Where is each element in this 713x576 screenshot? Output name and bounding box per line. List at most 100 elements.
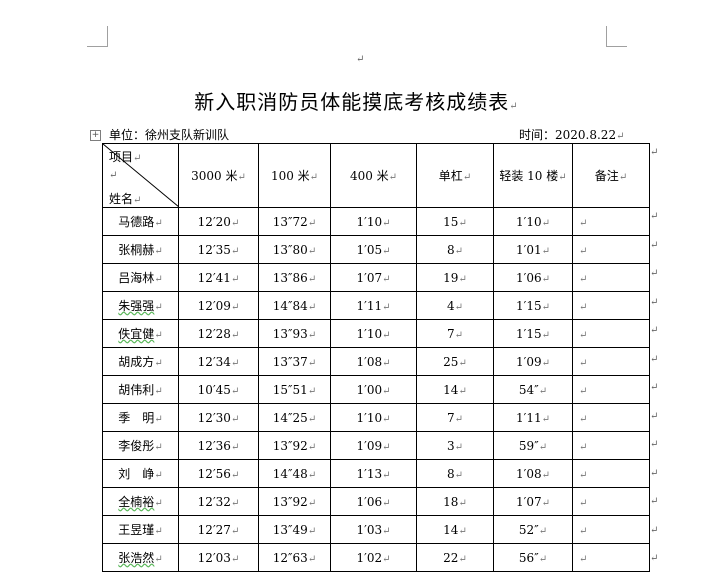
header-pullup[interactable]: 单杠↵ xyxy=(416,143,494,208)
cell-100m[interactable]: 15″51↵ xyxy=(258,375,331,404)
cell-400m[interactable]: 1′09↵ xyxy=(330,431,417,460)
cell-3000m[interactable]: 12′34↵ xyxy=(178,347,259,376)
cell-name[interactable]: 全楠裕↵ xyxy=(102,487,179,516)
cell-pullup[interactable]: 19↵ xyxy=(416,263,494,292)
diagonal-header-cell[interactable]: 项目↵ ↵ 姓名↵ xyxy=(102,143,179,208)
cell-100m[interactable]: 12″63↵ xyxy=(258,543,331,572)
cell-note[interactable]: ↵ xyxy=(572,291,650,320)
cell-400m[interactable]: 1′10↵ xyxy=(330,319,417,348)
document-title[interactable]: 新入职消防员体能摸底考核成绩表↵ xyxy=(0,86,713,115)
cell-3000m[interactable]: 12′56↵ xyxy=(178,459,259,488)
cell-pullup[interactable]: 8↵ xyxy=(416,235,494,264)
cell-3000m[interactable]: 12′03↵ xyxy=(178,543,259,572)
cell-name[interactable]: 刘 峥↵ xyxy=(102,459,179,488)
cell-100m[interactable]: 14″84↵ xyxy=(258,291,331,320)
cell-400m[interactable]: 1′08↵ xyxy=(330,347,417,376)
cell-name[interactable]: 胡伟利↵ xyxy=(102,375,179,404)
unit-label[interactable]: 单位：徐州支队新训队 xyxy=(109,126,229,143)
score-table[interactable]: 项目↵ ↵ 姓名↵ 3000 米↵ 100 米↵ 400 米↵ 单杠↵ 轻装 1… xyxy=(102,143,650,572)
header-3000m[interactable]: 3000 米↵ xyxy=(178,143,259,208)
cell-400m[interactable]: 1′07↵ xyxy=(330,263,417,292)
cell-stairs[interactable]: 1′10↵ xyxy=(493,207,573,236)
cell-stairs[interactable]: 1′15↵ xyxy=(493,291,573,320)
cell-name[interactable]: 朱强强↵ xyxy=(102,291,179,320)
cell-pullup[interactable]: 15↵ xyxy=(416,207,494,236)
cell-3000m[interactable]: 12′41↵ xyxy=(178,263,259,292)
cell-400m[interactable]: 1′10↵ xyxy=(330,207,417,236)
cell-note[interactable]: ↵ xyxy=(572,263,650,292)
cell-note[interactable]: ↵ xyxy=(572,487,650,516)
cell-note[interactable]: ↵ xyxy=(572,431,650,460)
cell-pullup[interactable]: 7↵ xyxy=(416,319,494,348)
cell-stairs[interactable]: 1′06↵ xyxy=(493,263,573,292)
cell-100m[interactable]: 13″86↵ xyxy=(258,263,331,292)
cell-note[interactable]: ↵ xyxy=(572,459,650,488)
cell-pullup[interactable]: 3↵ xyxy=(416,431,494,460)
cell-name[interactable]: 马德路↵ xyxy=(102,207,179,236)
cell-400m[interactable]: 1′00↵ xyxy=(330,375,417,404)
cell-stairs[interactable]: 52″↵ xyxy=(493,515,573,544)
cell-400m[interactable]: 1′06↵ xyxy=(330,487,417,516)
cell-stairs[interactable]: 1′07↵ xyxy=(493,487,573,516)
cell-pullup[interactable]: 4↵ xyxy=(416,291,494,320)
cell-note[interactable]: ↵ xyxy=(572,347,650,376)
header-stairs[interactable]: 轻装 10 楼↵ xyxy=(493,143,573,208)
header-400m[interactable]: 400 米↵ xyxy=(330,143,417,208)
cell-pullup[interactable]: 14↵ xyxy=(416,515,494,544)
cell-400m[interactable]: 1′10↵ xyxy=(330,403,417,432)
cell-name[interactable]: 季 明↵ xyxy=(102,403,179,432)
cell-note[interactable]: ↵ xyxy=(572,235,650,264)
cell-note[interactable]: ↵ xyxy=(572,319,650,348)
cell-note[interactable]: ↵ xyxy=(572,207,650,236)
cell-pullup[interactable]: 18↵ xyxy=(416,487,494,516)
cell-name[interactable]: 胡成方↵ xyxy=(102,347,179,376)
cell-400m[interactable]: 1′13↵ xyxy=(330,459,417,488)
cell-400m[interactable]: 1′11↵ xyxy=(330,291,417,320)
cell-3000m[interactable]: 12′32↵ xyxy=(178,487,259,516)
cell-name[interactable]: 佚宜健↵ xyxy=(102,319,179,348)
cell-stairs[interactable]: 1′11↵ xyxy=(493,403,573,432)
cell-note[interactable]: ↵ xyxy=(572,543,650,572)
cell-note[interactable]: ↵ xyxy=(572,515,650,544)
cell-100m[interactable]: 13″80↵ xyxy=(258,235,331,264)
cell-stairs[interactable]: 1′08↵ xyxy=(493,459,573,488)
cell-3000m[interactable]: 12′27↵ xyxy=(178,515,259,544)
cell-100m[interactable]: 13″72↵ xyxy=(258,207,331,236)
cell-name[interactable]: 李俊彤↵ xyxy=(102,431,179,460)
cell-3000m[interactable]: 12′30↵ xyxy=(178,403,259,432)
cell-pullup[interactable]: 7↵ xyxy=(416,403,494,432)
cell-note[interactable]: ↵ xyxy=(572,403,650,432)
cell-400m[interactable]: 1′02↵ xyxy=(330,543,417,572)
cell-100m[interactable]: 13″92↵ xyxy=(258,431,331,460)
cell-pullup[interactable]: 25↵ xyxy=(416,347,494,376)
cell-stairs[interactable]: 1′09↵ xyxy=(493,347,573,376)
cell-name[interactable]: 张浩然↵ xyxy=(102,543,179,572)
cell-name[interactable]: 吕海林↵ xyxy=(102,263,179,292)
cell-3000m[interactable]: 10′45↵ xyxy=(178,375,259,404)
cell-stairs[interactable]: 59″↵ xyxy=(493,431,573,460)
cell-3000m[interactable]: 12′20↵ xyxy=(178,207,259,236)
cell-3000m[interactable]: 12′28↵ xyxy=(178,319,259,348)
cell-pullup[interactable]: 14↵ xyxy=(416,375,494,404)
cell-pullup[interactable]: 22↵ xyxy=(416,543,494,572)
cell-stairs[interactable]: 54″↵ xyxy=(493,375,573,404)
cell-400m[interactable]: 1′03↵ xyxy=(330,515,417,544)
cell-name[interactable]: 张桐赫↵ xyxy=(102,235,179,264)
cell-note[interactable]: ↵ xyxy=(572,375,650,404)
cell-100m[interactable]: 13″37↵ xyxy=(258,347,331,376)
cell-stairs[interactable]: 1′01↵ xyxy=(493,235,573,264)
cell-3000m[interactable]: 12′09↵ xyxy=(178,291,259,320)
cell-100m[interactable]: 13″92↵ xyxy=(258,487,331,516)
cell-100m[interactable]: 14″25↵ xyxy=(258,403,331,432)
time-label[interactable]: 时间：2020.8.22↵ xyxy=(519,126,624,143)
header-note[interactable]: 备注↵ xyxy=(572,143,650,208)
cell-400m[interactable]: 1′05↵ xyxy=(330,235,417,264)
header-100m[interactable]: 100 米↵ xyxy=(258,143,331,208)
cell-stairs[interactable]: 1′15↵ xyxy=(493,319,573,348)
table-move-handle-icon[interactable]: + xyxy=(90,130,101,141)
cell-name[interactable]: 王昱瑾↵ xyxy=(102,515,179,544)
cell-3000m[interactable]: 12′35↵ xyxy=(178,235,259,264)
cell-pullup[interactable]: 8↵ xyxy=(416,459,494,488)
cell-100m[interactable]: 14″48↵ xyxy=(258,459,331,488)
cell-100m[interactable]: 13″93↵ xyxy=(258,319,331,348)
